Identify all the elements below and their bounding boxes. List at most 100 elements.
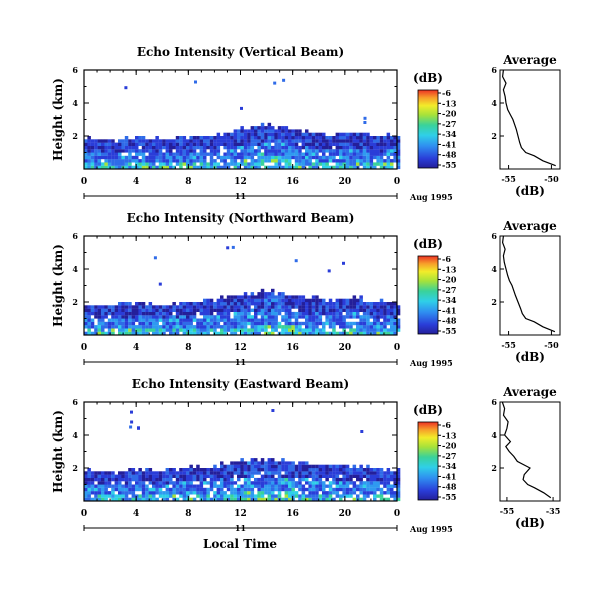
heatmap-cell [311, 152, 316, 156]
heatmap-cell [328, 311, 333, 316]
heatmap-cell [152, 487, 156, 492]
heatmap-cell [298, 152, 302, 156]
heatmap-cell [206, 468, 210, 472]
heatmap-cell [237, 155, 241, 160]
heatmap-cell [301, 295, 306, 299]
heatmap-cell [247, 295, 251, 299]
heatmap-cell [84, 142, 88, 146]
heatmap-cell [135, 487, 139, 492]
heatmap-cell [291, 145, 295, 150]
heatmap-cell [257, 471, 261, 475]
heatmap-cell [284, 487, 289, 492]
heatmap-cell [274, 165, 278, 170]
heatmap-cell [325, 136, 329, 140]
heatmap-cell [250, 315, 255, 319]
heatmap-cell [308, 149, 312, 153]
heatmap-cell [141, 321, 146, 326]
heatmap-cell [332, 477, 336, 482]
heatmap-cell [274, 311, 278, 316]
heatmap-cell [322, 484, 326, 488]
heatmap-cell [281, 461, 285, 465]
heatmap-cell [366, 142, 370, 146]
heatmap-cell [233, 159, 238, 163]
heatmap-cell [301, 474, 306, 478]
heatmap-cell [114, 159, 119, 163]
heatmap-cell [335, 331, 340, 336]
heatmap-cell [254, 142, 258, 146]
heatmap-cell [128, 139, 132, 143]
heatmap-cell [271, 328, 275, 332]
heatmap-cell [216, 152, 221, 156]
heatmap-cell [141, 136, 146, 140]
heatmap-cell [291, 321, 295, 326]
heatmap-cell [301, 468, 306, 472]
heatmap-cell [124, 328, 129, 332]
heatmap-cell [247, 145, 251, 150]
heatmap-cell [243, 468, 248, 472]
heatmap-cell [243, 298, 248, 303]
heatmap-cell [366, 152, 370, 156]
heatmap-cell [308, 328, 312, 332]
heatmap-cell [179, 494, 183, 498]
heatmap-cell [203, 474, 207, 478]
heatmap-cell [356, 315, 360, 319]
heatmap-cell [152, 477, 156, 482]
heatmap-cell [294, 474, 299, 478]
heatmap-cell [182, 162, 187, 166]
heatmap-cell [114, 494, 119, 498]
heatmap-cell [97, 139, 102, 143]
heatmap-cell [342, 331, 346, 336]
heatmap-cell [267, 136, 272, 140]
heatmap-cell [128, 145, 132, 150]
heatmap-cell [339, 331, 343, 336]
y-tick-label: 2 [72, 131, 78, 141]
heatmap-cell [311, 132, 316, 137]
heatmap-cell [267, 149, 272, 153]
heatmap-cell [257, 308, 261, 312]
heatmap-cell [230, 494, 234, 498]
heatmap-cell [131, 484, 136, 488]
heatmap-cell [237, 318, 241, 322]
heatmap-cell [264, 132, 268, 137]
heatmap-cell [135, 497, 139, 502]
heatmap-cell [169, 159, 173, 163]
heatmap-cell [305, 149, 309, 153]
heatmap-cell [169, 165, 173, 170]
heatmap-cell [294, 471, 299, 475]
heatmap-cell [298, 155, 302, 160]
heatmap-cell [308, 494, 312, 498]
heatmap-cell [84, 481, 88, 485]
heatmap-cell [124, 155, 129, 160]
heatmap-cell [247, 474, 251, 478]
heatmap-cell [298, 139, 302, 143]
heatmap-cell [233, 152, 238, 156]
heatmap-cell [271, 477, 275, 482]
heatmap-cell [107, 142, 112, 146]
heatmap-cell [247, 149, 251, 153]
heatmap-cell [298, 149, 302, 153]
heatmap-cell [206, 318, 210, 322]
heatmap-cell [332, 165, 336, 170]
heatmap-cell [277, 484, 282, 488]
x-axis-label: Local Time [203, 537, 277, 551]
heatmap-cell [111, 321, 115, 326]
heatmap-cell [271, 471, 275, 475]
heatmap-cell [284, 331, 289, 336]
heatmap-cell [386, 152, 391, 156]
heatmap-cell [196, 491, 200, 495]
colorbar-tick-label: -13 [442, 430, 457, 440]
heatmap-cell [111, 474, 115, 478]
heatmap-cell [216, 139, 221, 143]
heatmap-cell [359, 481, 363, 485]
heatmap-cell [257, 165, 261, 170]
heatmap-cell [213, 328, 217, 332]
heatmap-cell [288, 468, 292, 472]
heatmap-cell [189, 139, 193, 143]
heatmap-cell [254, 149, 258, 153]
heatmap-cell [390, 325, 394, 329]
heatmap-cell [165, 321, 170, 326]
heatmap-cell [383, 308, 387, 312]
heatmap-cell [267, 464, 272, 469]
heatmap-cell [179, 149, 183, 153]
